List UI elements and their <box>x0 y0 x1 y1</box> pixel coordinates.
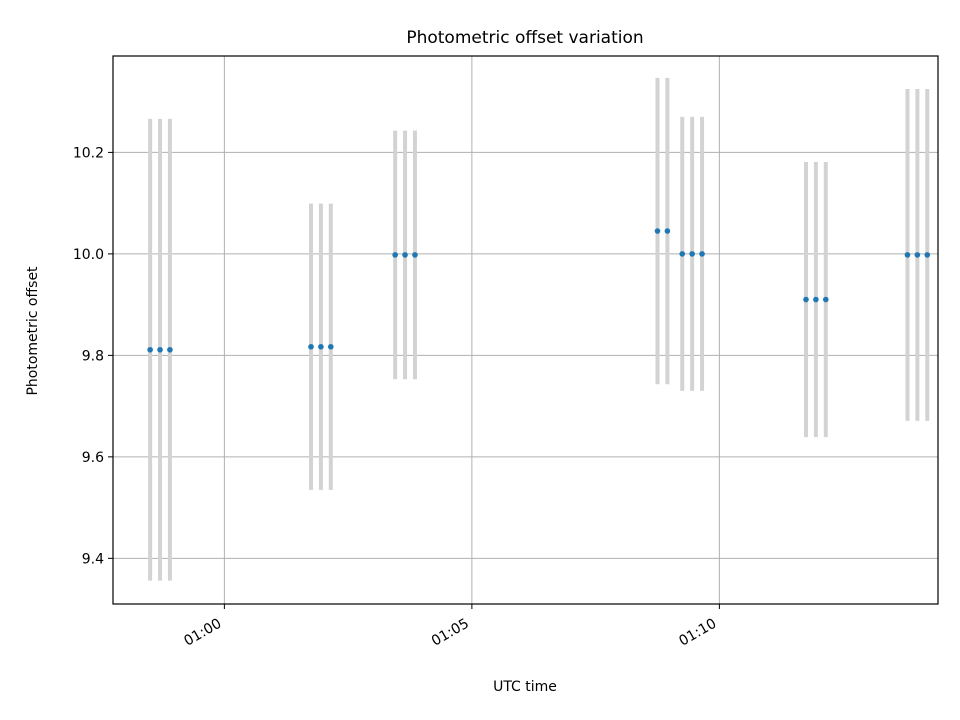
y-tick-label: 10.2 <box>73 145 104 161</box>
data-point <box>328 343 334 350</box>
y-tick-label: 9.4 <box>82 551 104 567</box>
data-point <box>664 228 671 234</box>
data-point <box>412 252 418 258</box>
data-point <box>308 343 314 350</box>
data-point <box>914 252 921 258</box>
y-axis-label: Photometric offset <box>25 266 41 396</box>
plot-frame <box>112 55 939 605</box>
data-point <box>924 252 931 258</box>
data-points <box>147 228 931 353</box>
data-point <box>402 252 408 258</box>
data-point <box>904 252 911 258</box>
data-point <box>699 251 705 257</box>
data-point <box>392 252 398 258</box>
data-point <box>157 346 163 353</box>
data-point <box>147 346 153 353</box>
data-point <box>167 346 173 353</box>
data-point <box>318 343 324 350</box>
data-point <box>813 296 819 303</box>
y-tick-label: 9.6 <box>82 450 104 466</box>
data-point <box>679 251 686 257</box>
grid-lines <box>113 56 938 604</box>
data-point <box>654 228 661 234</box>
data-point <box>689 251 695 257</box>
y-tick-label: 9.8 <box>82 348 104 364</box>
y-tick-label: 10.0 <box>73 247 104 263</box>
plot-area <box>113 56 938 604</box>
chart-title: Photometric offset variation <box>406 28 643 48</box>
data-point <box>803 296 809 303</box>
x-axis-label: UTC time <box>493 679 557 695</box>
data-point <box>823 296 829 303</box>
